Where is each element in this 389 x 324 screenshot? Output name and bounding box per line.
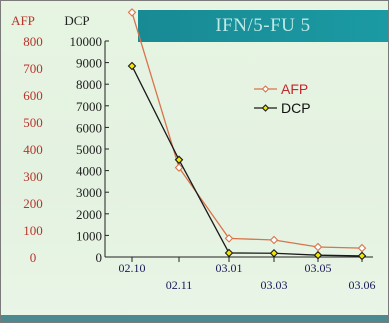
x-ticks: 02.10 03.01 03.05 02.11 03.03 03.06 bbox=[119, 257, 376, 292]
chart-title: IFN/5-FU 5 bbox=[215, 15, 311, 36]
afp-point bbox=[174, 163, 184, 172]
afp-tick-label: 300 bbox=[23, 169, 43, 184]
dcp-point bbox=[224, 248, 234, 258]
dcp-point bbox=[269, 248, 279, 258]
dcp-point bbox=[127, 61, 137, 71]
afp-tick-label: 600 bbox=[23, 88, 43, 103]
afp-point bbox=[127, 8, 137, 17]
series-layer bbox=[127, 8, 367, 261]
afp-point bbox=[224, 234, 234, 243]
x-tick-label: 02.11 bbox=[166, 278, 193, 292]
dcp-tick-label: 1000 bbox=[76, 228, 102, 243]
legend-afp-label: AFP bbox=[281, 81, 308, 97]
afp-tick-label: 800 bbox=[23, 34, 43, 49]
afp-point bbox=[313, 242, 323, 252]
dcp-tick-label: 6000 bbox=[76, 120, 102, 135]
x-tick-label: 02.10 bbox=[119, 261, 146, 275]
dcp-tick-label: 2000 bbox=[76, 207, 102, 222]
afp-point bbox=[357, 243, 367, 253]
dcp-point bbox=[174, 155, 184, 165]
afp-tick-label: 0 bbox=[30, 250, 37, 265]
x-tick-label: 03.05 bbox=[305, 261, 332, 275]
dcp-point bbox=[313, 250, 323, 260]
dcp-axis-label: DCP bbox=[64, 13, 89, 28]
dcp-tick-label: 4000 bbox=[76, 164, 102, 179]
x-tick-label: 03.06 bbox=[349, 278, 376, 292]
dcp-tick-label: 7000 bbox=[76, 99, 102, 114]
legend-dcp-label: DCP bbox=[281, 100, 311, 116]
afp-tick-label: 100 bbox=[23, 223, 43, 238]
dcp-tick-label: 5000 bbox=[76, 142, 102, 157]
y-ticks: 0100200300400500600700800010002000300040… bbox=[23, 34, 109, 265]
legend-afp-marker bbox=[261, 85, 270, 93]
afp-tick-label: 700 bbox=[23, 61, 43, 76]
afp-tick-label: 200 bbox=[23, 196, 43, 211]
dcp-tick-label: 9000 bbox=[76, 56, 102, 71]
dcp-tick-label: 3000 bbox=[76, 185, 102, 200]
afp-point bbox=[269, 235, 279, 245]
x-tick-label: 03.03 bbox=[261, 278, 288, 292]
dcp-tick-label: 8000 bbox=[76, 77, 102, 92]
legend-dcp-marker bbox=[261, 104, 270, 112]
title-band: IFN/5-FU 5 bbox=[138, 10, 388, 42]
bottom-strip bbox=[1, 315, 388, 322]
afp-axis-label: AFP bbox=[11, 13, 35, 28]
dcp-series-line bbox=[131, 65, 363, 257]
afp-tick-label: 400 bbox=[23, 142, 43, 157]
afp-series-line bbox=[131, 12, 363, 249]
afp-tick-label: 500 bbox=[23, 115, 43, 130]
x-tick-label: 03.01 bbox=[216, 261, 243, 275]
dcp-point bbox=[357, 251, 367, 261]
dcp-tick-label: 10000 bbox=[70, 34, 103, 49]
dcp-tick-label: 0 bbox=[96, 250, 103, 265]
legend: AFP DCP bbox=[254, 81, 311, 116]
